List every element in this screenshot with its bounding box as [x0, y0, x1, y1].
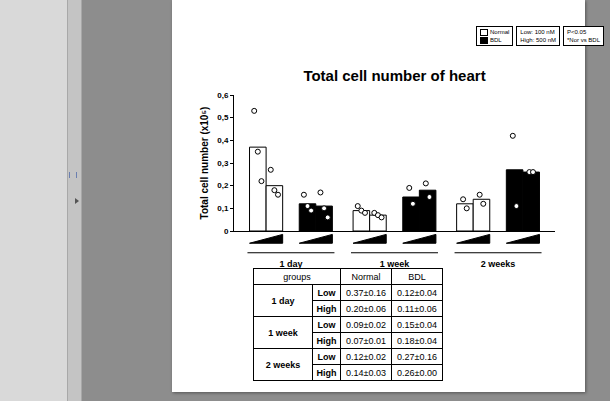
html-text:0.37±0.16: 0.37±0.16	[346, 287, 386, 298]
html-text:0.12±0.02: 0.12±0.02	[346, 351, 386, 362]
html-text:0.11±0.06: 0.11±0.06	[397, 303, 437, 314]
html-text:High: 500 nM: High: 500 nM	[520, 37, 556, 43]
svg-text:Total cell number (x10⁵): Total cell number (x10⁵)	[199, 107, 210, 220]
html-text:0.09±0.02: 0.09±0.02	[346, 319, 386, 330]
html-text:0.15±0.04: 0.15±0.04	[397, 319, 437, 330]
svg-text:2 weeks: 2 weeks	[481, 259, 516, 269]
html-text:2 weeks: 2 weeks	[265, 359, 301, 370]
html-text:High: High	[316, 367, 337, 378]
html-text:High: High	[316, 303, 337, 314]
html-text:0.18±0.04: 0.18±0.04	[397, 335, 437, 346]
html-text:0.12±0.04: 0.12±0.04	[397, 287, 437, 298]
html-text:Normal: Normal	[351, 271, 381, 282]
html-text:0.14±0.03: 0.14±0.03	[346, 367, 386, 378]
html-text:0.20±0.06: 0.20±0.06	[346, 303, 386, 314]
svg-text:0,1: 0,1	[217, 204, 229, 213]
svg-text:1 day: 1 day	[279, 259, 302, 269]
svg-text:0,2: 0,2	[217, 181, 229, 190]
html-text:BDL: BDL	[490, 37, 502, 43]
html-text:Normal: Normal	[490, 29, 510, 35]
svg-text:0,5: 0,5	[217, 113, 229, 122]
html-text:Low: 100 nM: Low: 100 nM	[520, 29, 555, 35]
html-text:BDL: BDL	[408, 271, 426, 282]
html-text:High: High	[316, 335, 337, 346]
html-text:0.27±0.16: 0.27±0.16	[397, 351, 437, 362]
html-text:Low: Low	[317, 351, 336, 362]
svg-text:0,6: 0,6	[217, 91, 229, 100]
html-text:1 day: 1 day	[271, 295, 295, 306]
html-text:0.26±0.00: 0.26±0.00	[397, 367, 437, 378]
html-text:Low: Low	[317, 287, 336, 298]
html-text:1 week: 1 week	[268, 327, 298, 338]
html-text:Low: Low	[317, 319, 336, 330]
svg-text:0,4: 0,4	[217, 136, 229, 145]
html-text:groups: groups	[283, 271, 311, 282]
svg-text:1 week: 1 week	[380, 259, 411, 269]
svg-text:0,3: 0,3	[217, 159, 229, 168]
html-text:0.07±0.01: 0.07±0.01	[346, 335, 386, 346]
html-text:*Nor vs BDL: *Nor vs BDL	[567, 37, 600, 43]
html-text:P<0.05: P<0.05	[567, 29, 587, 35]
svg-text:Total cell number of heart: Total cell number of heart	[303, 67, 485, 84]
svg-text:0: 0	[224, 227, 229, 236]
